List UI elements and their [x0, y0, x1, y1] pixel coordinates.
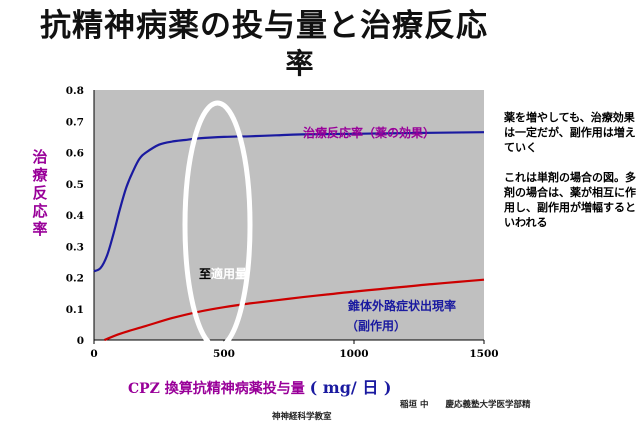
y-tick-label: 0.5 [66, 179, 84, 191]
optimal-dose-ellipse [182, 100, 253, 350]
title-line-1: 抗精神病薬の投与量と治療反応 [40, 8, 488, 44]
y-axis: 0 0.1 0.2 0.3 0.4 0.5 0.6 0.7 0.8 [66, 85, 84, 347]
slide-title: 抗精神病薬の投与量と治療反応 率 [40, 6, 580, 82]
x-tick-label: 0 [90, 348, 97, 360]
optimal-dose-label-part2: 適用量 [211, 266, 247, 281]
title-line-2: 率 [285, 47, 315, 80]
optimal-dose-label: 至適用量 [199, 266, 247, 281]
credit-department: 神神経科学教室 [272, 412, 332, 422]
x-tick-label: 500 [213, 348, 235, 360]
x-tick-label: 1500 [469, 348, 498, 360]
x-tick-label: 1000 [339, 348, 368, 360]
note-paragraph-1: 薬を増やしても、治療効果は一定だが、副作用は増えていく [504, 111, 636, 154]
y-tick-label: 0.4 [66, 210, 84, 222]
side-effect-label-line1: 錐体外路症状出現率 [348, 298, 456, 313]
side-notes: 薬を増やしても、治療効果は一定だが、副作用は増えていく これは単剤の場合の図。多… [504, 110, 638, 245]
y-tick-label: 0.6 [66, 148, 84, 160]
side-effect-line [103, 278, 485, 342]
y-tick-label: 0.7 [66, 116, 84, 128]
x-axis-unit: ( mg/ 日 ) [309, 378, 392, 397]
y-tick-label: 0.3 [66, 241, 84, 253]
y-tick-label: 0.2 [66, 273, 84, 285]
response-rate-label: 治療反応率（薬の効果） [303, 125, 435, 140]
y-tick-label: 0 [77, 335, 84, 347]
x-axis-label-text: CPZ 換算抗精神病薬投与量 [128, 381, 305, 397]
optimal-dose-label-part1: 至 [199, 267, 211, 281]
side-effect-label-line2: （副作用） [346, 318, 406, 333]
response-rate-line [93, 131, 485, 273]
note-paragraph-2: これは単剤の場合の図。多剤の場合は、薬が相互に作用し、副作用が増幅するといわれる [504, 171, 636, 229]
x-axis: 0 500 1000 1500 [90, 340, 499, 360]
y-tick-label: 0.1 [66, 304, 84, 316]
y-axis-label: 治療反応率 [32, 148, 48, 238]
x-axis-label: CPZ 換算抗精神病薬投与量 ( mg/ 日 ) [128, 374, 391, 398]
y-tick-label: 0.8 [66, 85, 84, 97]
credit-author: 稲垣 中 慶応義塾大学医学部精 [400, 400, 531, 410]
